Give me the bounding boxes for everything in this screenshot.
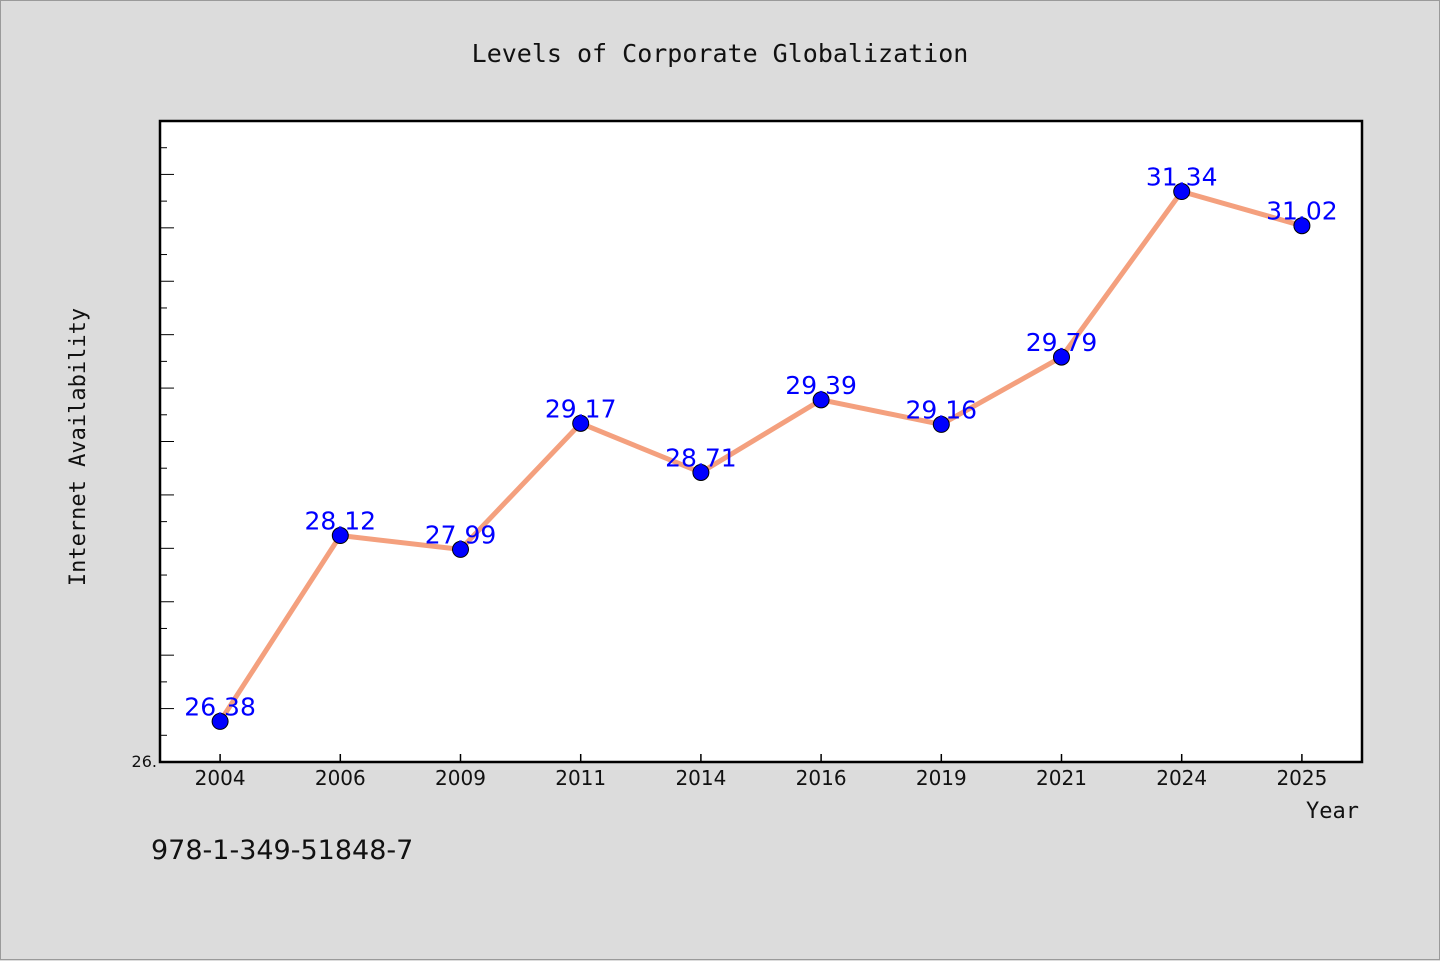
data-point	[1173, 183, 1191, 201]
data-label: 29.79	[1026, 328, 1098, 357]
x-tick-label: 2025	[1276, 766, 1327, 790]
data-label: 29.39	[785, 371, 857, 400]
x-tick-label: 2009	[435, 766, 486, 790]
data-point	[331, 527, 349, 545]
data-point	[572, 414, 590, 432]
plot-area	[158, 119, 1364, 764]
data-point	[211, 712, 229, 730]
x-tick-label: 2021	[1036, 766, 1087, 790]
x-axis-label: Year	[1306, 799, 1359, 824]
data-point	[1293, 217, 1311, 235]
data-label: 31.02	[1266, 197, 1338, 226]
data-label: 31.34	[1146, 163, 1218, 192]
data-point	[692, 463, 710, 481]
data-label: 27.99	[425, 520, 497, 549]
isbn-label: 978-1-349-51848-7	[151, 835, 414, 866]
data-label: 29.16	[906, 395, 978, 424]
data-point	[1053, 348, 1070, 366]
x-tick-label: 2011	[555, 766, 606, 790]
x-axis-ticks: 2004 2006 2009 2011 2014 2016 2019 2021 2024 2025	[195, 754, 1327, 790]
data-label: 28.71	[665, 443, 737, 472]
x-tick-label: 2014	[675, 766, 726, 790]
data-label: 28.12	[305, 507, 377, 536]
y-axis-label: Internet Availability	[66, 308, 91, 586]
x-tick-label: 2006	[315, 766, 366, 790]
y-axis-ticks	[160, 120, 174, 763]
series-layer: 26.38 28.12 27.99 29.17 28.71 29.39 29.16 29.79…	[184, 163, 1338, 730]
data-point	[932, 415, 950, 433]
series-line	[217, 189, 1305, 724]
x-tick-label: 2004	[195, 766, 246, 790]
x-tick-label: 2024	[1156, 766, 1207, 790]
chart-title: Levels of Corporate Globalization	[472, 39, 969, 68]
x-tick-label: 2016	[796, 766, 847, 790]
data-label: 29.17	[545, 394, 617, 423]
data-label: 26.38	[184, 692, 256, 721]
x-tick-label: 2019	[916, 766, 967, 790]
data-point	[452, 540, 469, 558]
data-point	[812, 391, 830, 409]
y-tick-label: 26.	[132, 752, 157, 771]
